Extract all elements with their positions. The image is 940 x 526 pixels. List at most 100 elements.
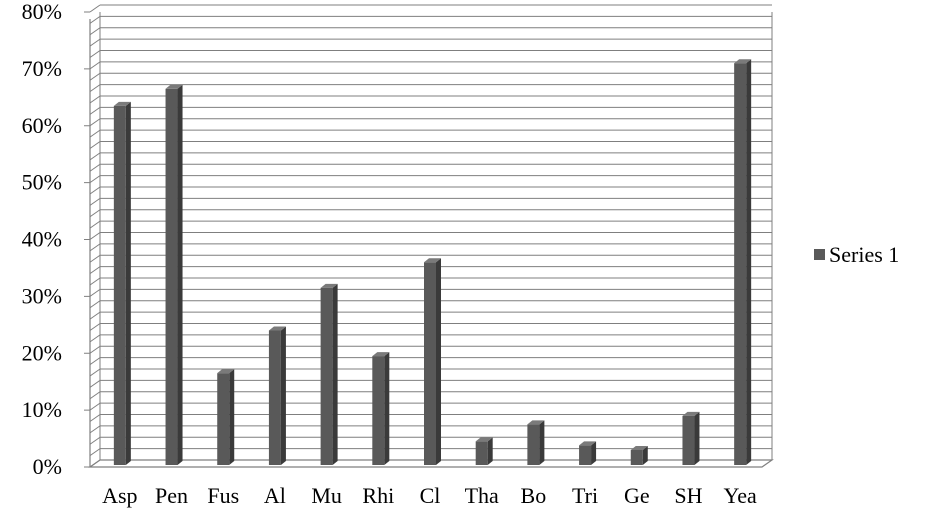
major-gridline [89, 61, 772, 70]
x-tick-label: Cl [420, 483, 441, 508]
minor-gridline [89, 15, 772, 24]
bar-top [579, 441, 597, 446]
x-tick-label: Asp [102, 483, 137, 508]
minor-gridline [89, 129, 772, 138]
bar-face [424, 262, 436, 465]
y-tick-label: 40% [22, 227, 62, 252]
bar-side [694, 411, 700, 465]
bar [113, 101, 131, 465]
bar-layer [113, 59, 752, 465]
major-gridline [89, 4, 772, 13]
bar-top [320, 283, 338, 288]
y-tick-label: 50% [22, 170, 62, 195]
bar [734, 59, 752, 465]
y-tick-label: 10% [22, 397, 62, 422]
y-tick-label: 60% [22, 113, 62, 138]
x-axis-floor [88, 459, 774, 468]
y-axis-ticks: 0% 10% 20% 30% 40% 50% 60% 70% 80% [22, 0, 90, 479]
y-tick-label: 80% [22, 0, 62, 24]
bar-side [436, 258, 441, 465]
y-tick-label: 0% [33, 454, 62, 479]
bar-side [539, 420, 545, 465]
bar-side [642, 445, 648, 465]
bar-top [630, 445, 648, 450]
minor-gridline [89, 163, 772, 172]
minor-gridline [89, 197, 772, 206]
bar [630, 445, 648, 465]
minor-gridline [89, 243, 772, 252]
bar-top [424, 258, 441, 263]
minor-gridline [89, 141, 772, 149]
bar-side [125, 101, 131, 465]
major-gridline [89, 118, 772, 127]
minor-gridline [89, 38, 772, 47]
bar-face [682, 415, 695, 465]
bar-face [527, 424, 540, 465]
x-tick-label: Pen [155, 483, 188, 508]
bar [579, 441, 597, 465]
bar-face [372, 356, 385, 465]
bar-face [268, 330, 281, 465]
bar-top [682, 411, 700, 416]
minor-gridline [89, 209, 772, 218]
bar-side [746, 59, 752, 465]
bar-side [229, 369, 235, 465]
bar-face [475, 441, 488, 465]
x-tick-label: Al [264, 483, 286, 508]
bar-top [475, 437, 493, 442]
bar [217, 369, 235, 465]
x-tick-label: Tha [465, 483, 499, 508]
minor-gridline [89, 72, 772, 81]
y-tick-label: 20% [22, 340, 62, 365]
minor-gridline [89, 220, 772, 229]
y-tick-label: 30% [22, 283, 62, 308]
bar-top [165, 84, 183, 89]
bar-top [734, 59, 752, 64]
x-tick-label: Rhi [362, 483, 394, 508]
bar-face [579, 445, 592, 465]
bar-top [527, 420, 545, 425]
x-tick-label: Tri [572, 483, 598, 508]
minor-gridline [89, 106, 772, 115]
minor-gridline [89, 254, 772, 263]
x-tick-label: Mu [311, 483, 342, 508]
bar [268, 326, 286, 465]
minor-gridline [89, 50, 772, 58]
bar [527, 420, 545, 465]
bar [372, 352, 390, 465]
bar-side [332, 283, 338, 465]
bar-top [372, 352, 390, 357]
bar-face [217, 373, 230, 465]
major-gridline [89, 175, 772, 184]
bar-face [630, 449, 643, 465]
bar-side [487, 437, 493, 465]
x-tick-label: Yea [724, 483, 757, 508]
bar-side [384, 352, 390, 465]
axis-layer [88, 12, 774, 468]
bar-face [113, 105, 126, 465]
y-tick-label: 70% [22, 56, 62, 81]
bar-top [268, 326, 286, 331]
minor-gridline [89, 152, 772, 161]
minor-gridline [89, 27, 772, 36]
x-tick-label: Ge [624, 483, 650, 508]
bar [165, 84, 183, 465]
bar [424, 258, 441, 465]
legend-swatch [814, 249, 825, 260]
minor-gridline [89, 84, 772, 93]
bar-side [280, 326, 286, 465]
bar-face [734, 63, 747, 465]
x-axis-ticks: Asp Pen Fus Al Mu Rhi Cl Tha Bo Tri Ge SH Yea [102, 483, 757, 508]
bar [320, 283, 338, 465]
bar [682, 411, 700, 465]
major-gridline [89, 232, 772, 240]
bar-side [591, 441, 597, 465]
bar-face [165, 88, 178, 465]
bar-face [320, 287, 333, 465]
legend-label: Series 1 [829, 242, 899, 267]
bar-top [217, 369, 235, 374]
bar-top [113, 101, 131, 106]
bar [475, 437, 493, 465]
